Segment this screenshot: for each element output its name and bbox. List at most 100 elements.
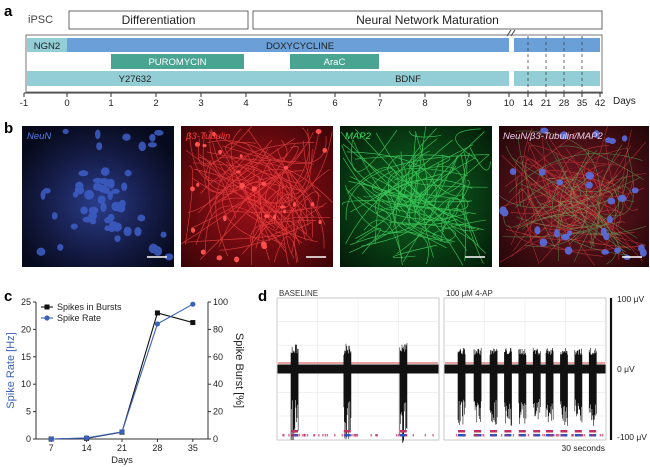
raster-tick — [313, 434, 315, 437]
raster-tick — [561, 434, 563, 437]
raster-tick — [298, 434, 301, 437]
data-point — [154, 321, 161, 327]
doxycycline-bar-extension — [514, 38, 600, 52]
timeline-dashed-lines — [527, 36, 583, 96]
legend-label: Spike Rate — [57, 313, 101, 323]
y-tick-label-left: 20 — [21, 324, 31, 334]
raster-mark — [399, 434, 407, 437]
phase-differentiation-label: Differentiation — [122, 13, 196, 27]
raster-mark — [474, 430, 481, 433]
raster-tick — [482, 434, 485, 437]
raster-tick — [542, 434, 544, 437]
timeline-tick-label: 4 — [243, 98, 248, 109]
timeline-tick-label: 7 — [377, 98, 382, 109]
raster-tick — [318, 434, 320, 437]
timeline-tick-label: 14 — [523, 98, 534, 109]
raster-tick — [474, 434, 476, 437]
burst-trace — [290, 343, 299, 441]
x-tick-label: 21 — [117, 443, 127, 453]
raster-tick — [282, 434, 284, 437]
legend-marker — [44, 304, 50, 310]
burst-trace — [489, 348, 498, 425]
panel-label-c: c — [4, 288, 12, 305]
data-point — [154, 310, 160, 316]
y-tick-label-right: 0 — [213, 434, 218, 444]
recording-panel: BASELINE 100 μM 4-AP 100 μV 0 μV -100 μV… — [276, 289, 647, 453]
image-label-tubulin: β3-Tubulin — [185, 131, 230, 142]
raster-mark — [533, 434, 541, 437]
raster-tick — [527, 434, 530, 437]
raster-tick — [455, 434, 458, 437]
panel-label-a: a — [4, 3, 13, 20]
timeline-tick-label: 1 — [108, 98, 113, 109]
raster-tick — [599, 434, 602, 437]
burst-trace — [504, 348, 512, 426]
raster-tick — [464, 434, 467, 437]
image-merge: NeuN/β3-Tubulin/MAP2 — [498, 126, 649, 267]
raster-tick — [291, 434, 294, 437]
raster-mark — [518, 430, 526, 433]
timeline-tick-label: 9 — [466, 98, 471, 109]
raster-tick — [303, 434, 306, 437]
image-label-map2: MAP2 — [345, 131, 372, 142]
data-point — [83, 435, 90, 441]
image-label-merge: NeuN/β3-Tubulin/MAP2 — [503, 131, 603, 142]
raster-tick — [356, 434, 359, 437]
raster-tick — [376, 434, 379, 437]
panel-label-d: d — [258, 288, 267, 305]
doxycycline-bar — [67, 38, 509, 52]
raster-tick — [591, 434, 594, 437]
y27632-label: Y27632 — [119, 74, 152, 85]
raster-tick — [297, 434, 299, 437]
raster-mark — [574, 434, 582, 437]
raster-tick — [534, 434, 536, 437]
spike-chart: 0 5 10 15 20 25 0 20 40 60 80 100 7 14 21 28 35 Days Spike… — [5, 297, 245, 466]
series-line — [51, 312, 193, 440]
baseline-title: BASELINE — [279, 289, 318, 298]
noise-band — [277, 364, 439, 374]
image-map2: MAP2 — [340, 126, 492, 267]
raster-tick — [524, 434, 527, 437]
raster-tick — [334, 434, 336, 437]
raster-tick — [351, 434, 353, 437]
raster-tick — [354, 434, 356, 437]
raster-tick — [601, 434, 604, 437]
raster-mark — [560, 430, 568, 433]
image-label-neun: NeuN — [27, 131, 51, 142]
raster-tick — [405, 434, 408, 437]
raster-tick — [492, 434, 494, 437]
puromycin-bar — [111, 54, 244, 69]
raster-tick — [341, 434, 343, 437]
timeline-ticks: -1 0 1 2 3 4 5 6 7 8 9 10 14 21 28 35 42 — [20, 93, 605, 109]
x-tick-label: 7 — [49, 443, 54, 453]
burst-trace — [457, 348, 466, 425]
raster-tick — [543, 434, 546, 437]
raster-mark — [474, 434, 481, 437]
puromycin-label: PUROMYCIN — [148, 57, 206, 68]
bdnf-bar — [244, 71, 509, 86]
image-neun: NeuN — [22, 126, 174, 267]
raster-tick — [395, 434, 398, 437]
burst-trace — [532, 347, 541, 420]
y-tick-label-left: 15 — [21, 352, 31, 362]
ap-title: 100 μM 4-AP — [446, 289, 493, 298]
data-point — [48, 436, 54, 442]
raster-mark — [546, 434, 553, 437]
scale-label-bottom: -100 μV — [617, 432, 647, 442]
legend-label: Spikes in Bursts — [57, 302, 122, 312]
x-axis-label: Days — [111, 455, 133, 466]
raster-tick — [550, 434, 552, 437]
timeline-tick-label: 8 — [422, 98, 427, 109]
y-tick-label-right: 40 — [213, 379, 223, 389]
raster-tick — [370, 434, 372, 437]
data-point — [119, 429, 125, 435]
ipsc-label: iPSC — [28, 14, 53, 26]
raster-tick — [302, 434, 304, 437]
raster-tick — [572, 434, 574, 437]
y-tick-label-right: 80 — [213, 324, 223, 334]
phase-maturation-box — [252, 10, 603, 30]
burst-trace — [399, 343, 408, 443]
raster-tick — [518, 434, 520, 437]
y-tick-label-left: 5 — [26, 407, 31, 417]
